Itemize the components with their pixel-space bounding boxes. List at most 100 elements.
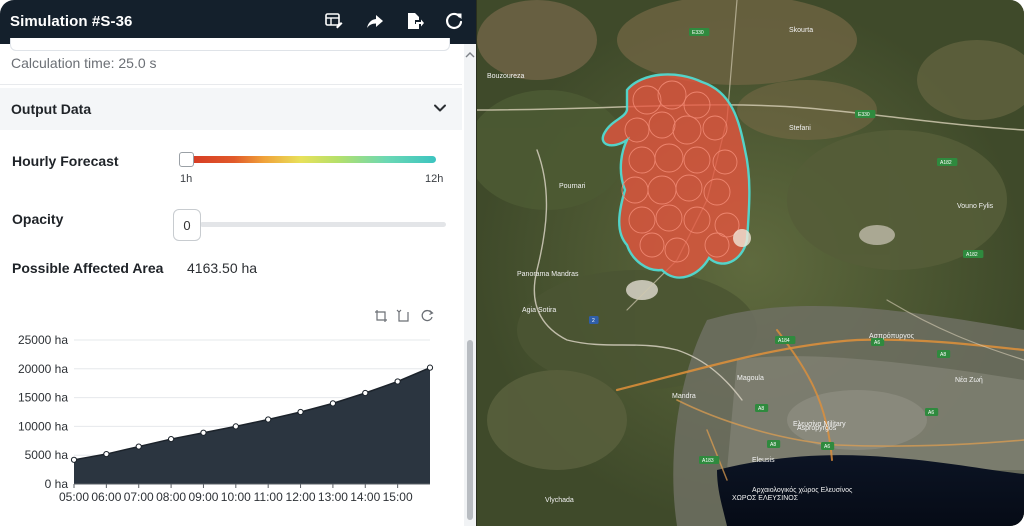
- panel-titlebar: Simulation #S-36: [0, 0, 476, 44]
- output-data-label: Output Data: [11, 101, 92, 117]
- opacity-slider-track[interactable]: [200, 222, 446, 227]
- sea: [717, 455, 1024, 526]
- svg-text:A183: A183: [702, 458, 714, 464]
- opacity-slider-thumb[interactable]: 0: [173, 209, 201, 241]
- simulation-title: Simulation #S-36: [10, 13, 133, 30]
- svg-text:A6: A6: [928, 410, 934, 416]
- affected-area-label: Possible Affected Area: [12, 260, 164, 276]
- zoom-reset-icon[interactable]: [396, 309, 410, 323]
- restore-icon[interactable]: [420, 309, 434, 323]
- svg-text:A8: A8: [940, 352, 946, 358]
- road-shield: Ε330: [855, 110, 876, 118]
- road-shield: A182: [963, 250, 984, 258]
- map-place-label: Vouno Fylis: [957, 203, 994, 210]
- affected-area-chart: 25000 ha 20000 ha 15000 ha 10000 ha 5000 ha 0…: [18, 333, 434, 504]
- road-shield: 2: [589, 316, 599, 324]
- map-place-label: Ασπρόπυργος: [869, 332, 915, 340]
- map-place-label: Magoula: [737, 375, 764, 382]
- x-tick-label: 08:00: [156, 490, 186, 504]
- affected-area-value: 4163.50 ha: [187, 260, 258, 276]
- map-labels: Bouzoureza Skourta Stefani Pournari Panorama…: [487, 27, 994, 504]
- data-point: [200, 429, 207, 436]
- previous-card-edge: [10, 38, 450, 51]
- panel-divider: [476, 0, 477, 526]
- road-shield: A184: [775, 336, 796, 344]
- road-shield: A182: [937, 158, 958, 166]
- road-shield: A8: [755, 404, 769, 412]
- zoom-icon[interactable]: [374, 309, 388, 323]
- road-shield: A8: [767, 440, 781, 448]
- data-point: [297, 408, 304, 416]
- map-place-label: Pournari: [559, 183, 586, 190]
- y-tick-label: 10000 ha: [18, 419, 68, 433]
- svg-text:A6: A6: [874, 340, 880, 346]
- y-tick-label: 15000 ha: [18, 391, 68, 405]
- panel-scrollbar-thumb[interactable]: [467, 340, 473, 520]
- road-shield: A6: [925, 408, 939, 416]
- data-point: [394, 378, 401, 385]
- svg-text:2: 2: [592, 318, 595, 324]
- refresh-icon[interactable]: [443, 10, 465, 32]
- svg-text:A182: A182: [966, 252, 978, 258]
- opacity-label: Opacity: [12, 211, 64, 227]
- area-series-fill: [74, 367, 430, 484]
- svg-text:A8: A8: [758, 406, 764, 412]
- area-series-line: [73, 366, 431, 461]
- data-point: [426, 364, 434, 371]
- svg-text:A8: A8: [770, 442, 776, 448]
- output-data-header[interactable]: Output Data: [0, 88, 462, 130]
- section-divider: [0, 84, 462, 85]
- road-shield: Ε330: [689, 28, 710, 36]
- svg-text:A6: A6: [824, 444, 830, 450]
- map-place-label: Ελευσίνα Military: [793, 420, 846, 428]
- map-place-label: Aspropyrgos: [797, 425, 837, 432]
- x-tick-label: 15:00: [383, 490, 413, 504]
- map-place-label: Eleusis: [752, 457, 775, 464]
- data-point: [329, 400, 337, 407]
- scroll-up-icon[interactable]: [465, 46, 475, 58]
- chevron-down-icon[interactable]: [433, 101, 447, 115]
- road-shield: A6: [871, 338, 885, 346]
- data-point: [135, 443, 142, 450]
- map-place-label: Skourta: [789, 27, 813, 34]
- road-shields: Ε330 Ε330 A182 A182 A184 A6 A8 A8 A8 A183 A6 A6 2: [589, 28, 984, 464]
- map-place-label: Νέα Ζωή: [955, 376, 983, 384]
- svg-text:A182: A182: [940, 160, 952, 166]
- data-point: [103, 450, 110, 458]
- map-place-label: ΧΩΡΟΣ ΕΛΕΥΣΙΝΟΣ: [732, 495, 799, 502]
- x-tick-label: 13:00: [318, 490, 348, 504]
- road-shield: A8: [937, 350, 951, 358]
- map-place-label: Bouzoureza: [487, 73, 524, 80]
- svg-text:Ε330: Ε330: [692, 30, 704, 36]
- satellite-map[interactable]: Ε330 Ε330 A182 A182 A184 A6 A8 A8 A8 A183 A6 A6 2 Bo…: [477, 0, 1024, 526]
- map-place-label: Panorama Mandras: [517, 271, 579, 278]
- map-place-label: Mandra: [672, 393, 696, 400]
- y-tick-label: 5000 ha: [25, 448, 69, 462]
- x-tick-label: 07:00: [124, 490, 154, 504]
- map-place-label: Vlychada: [545, 497, 574, 504]
- svg-text:Ε330: Ε330: [858, 112, 870, 118]
- x-tick-label: 12:00: [286, 490, 316, 504]
- data-point: [232, 423, 239, 430]
- x-tick-label: 06:00: [91, 490, 121, 504]
- x-tick-label: 14:00: [350, 490, 380, 504]
- svg-text:A184: A184: [778, 338, 790, 344]
- y-tick-label: 20000 ha: [18, 362, 68, 376]
- map-place-label: Αρχαιολογικός χώρος Ελευσίνος: [752, 486, 853, 494]
- export-icon[interactable]: [404, 10, 426, 32]
- map-place-label: Stefani: [789, 125, 811, 132]
- simulation-panel: Simulation #S-36 Calculation time: 25.0 …: [0, 0, 476, 526]
- forecast-max-label: 12h: [425, 173, 444, 185]
- hourly-forecast-label: Hourly Forecast: [12, 153, 119, 169]
- data-point: [70, 456, 78, 463]
- y-tick-label: 0 ha: [45, 477, 69, 491]
- share-icon[interactable]: [364, 10, 386, 32]
- hourly-forecast-slider-thumb[interactable]: [179, 152, 194, 167]
- hourly-forecast-slider-track[interactable]: [190, 156, 436, 163]
- x-tick-label: 11:00: [254, 490, 283, 504]
- table-edit-icon[interactable]: [323, 10, 345, 32]
- fire-spread-layer: [601, 73, 751, 279]
- data-point: [362, 389, 369, 397]
- data-point: [265, 416, 272, 423]
